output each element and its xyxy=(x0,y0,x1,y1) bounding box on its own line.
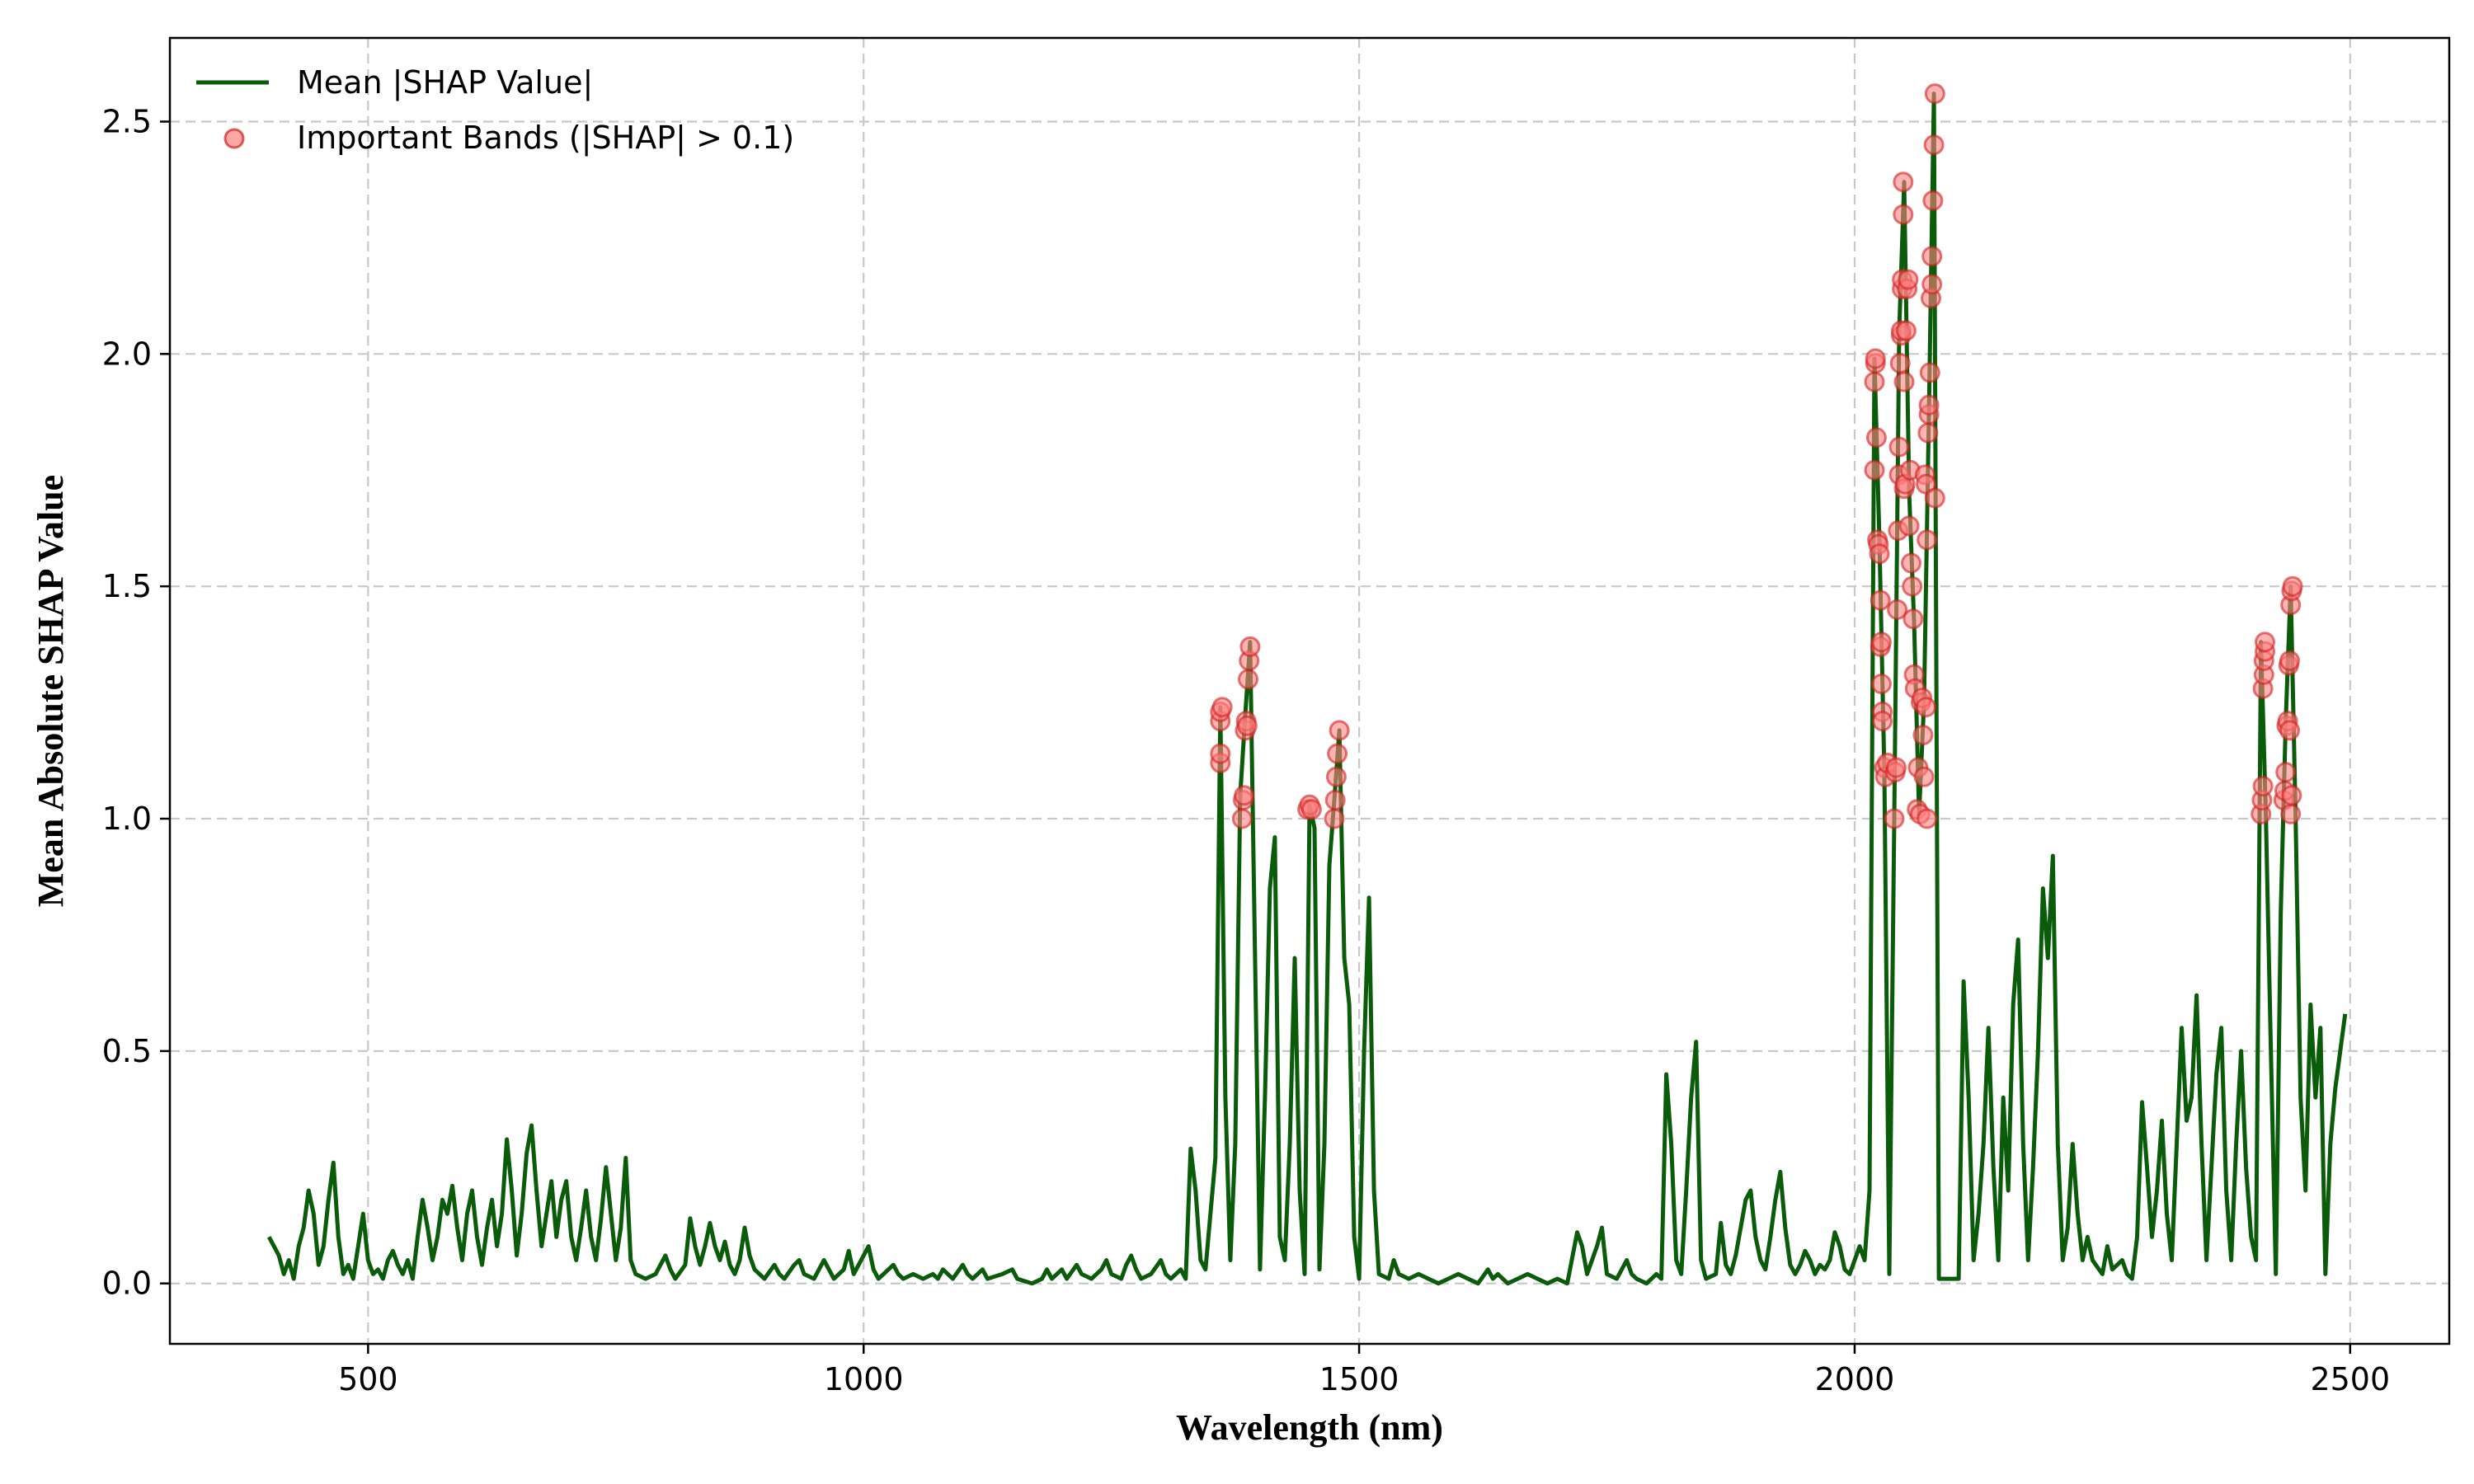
x-tick-label: 500 xyxy=(338,1361,398,1397)
important-band-point xyxy=(1923,134,1945,156)
y-tick-label: 0.0 xyxy=(102,1266,152,1302)
y-axis-label: Mean Absolute SHAP Value xyxy=(31,475,71,907)
important-band-point xyxy=(1895,320,1917,341)
important-band-point xyxy=(1884,808,1905,829)
x-tick-label: 2000 xyxy=(1815,1361,1895,1397)
important-band-point xyxy=(1921,274,1943,295)
x-axis-ticks: 500 1000 1500 2000 2500 xyxy=(338,1344,2390,1397)
legend-entry-scatter: Important Bands (|SHAP| > 0.1) xyxy=(297,120,794,157)
important-band-point xyxy=(1236,715,1258,736)
important-band-point xyxy=(1872,711,1893,732)
important-band-point xyxy=(1893,371,1915,392)
legend-entry-line: Mean |SHAP Value| xyxy=(297,64,593,101)
axes-frame xyxy=(168,36,2451,1345)
important-band-point xyxy=(1327,743,1348,764)
important-band-point xyxy=(2281,785,2302,806)
important-band-point xyxy=(1870,589,1891,611)
legend-marker-swatch xyxy=(223,128,245,149)
important-band-point xyxy=(1922,190,1944,211)
important-band-point xyxy=(1864,371,1885,392)
plot-area xyxy=(266,83,2348,1286)
important-band-point xyxy=(2275,762,2297,783)
series-line-mean-shap xyxy=(266,92,2348,1286)
grid-lines xyxy=(170,38,2449,1344)
y-tick-label: 1.0 xyxy=(102,801,152,837)
important-band-point xyxy=(1916,697,1936,718)
important-band-point xyxy=(1231,808,1253,829)
important-band-point xyxy=(1211,697,1233,718)
y-tick-label: 2.0 xyxy=(102,336,152,372)
important-band-point xyxy=(1324,808,1345,829)
important-band-point xyxy=(1912,725,1934,746)
important-band-point xyxy=(2279,720,2300,741)
important-band-point xyxy=(1898,269,1919,290)
important-band-point xyxy=(1210,743,1231,764)
important-band-point xyxy=(2279,650,2300,671)
important-band-point xyxy=(1865,427,1887,448)
important-band-point xyxy=(1239,636,1261,657)
y-axis-ticks: 0.0 0.5 1.0 1.5 2.0 2.5 xyxy=(102,103,170,1302)
important-band-point xyxy=(1893,204,1914,225)
x-tick-label: 1500 xyxy=(1319,1361,1399,1397)
important-band-point xyxy=(1924,83,1945,105)
y-tick-label: 2.5 xyxy=(102,103,152,139)
important-band-point xyxy=(1864,459,1885,481)
x-tick-label: 1000 xyxy=(824,1361,904,1397)
important-band-point xyxy=(1870,674,1892,694)
important-band-point xyxy=(2280,803,2302,824)
important-band-point xyxy=(1885,757,1907,778)
important-band-point xyxy=(2252,776,2274,797)
important-band-point xyxy=(1903,608,1924,630)
important-band-point xyxy=(1887,599,1908,620)
important-band-point xyxy=(1917,808,1938,829)
important-band-point xyxy=(1324,790,1346,810)
important-band-point xyxy=(1870,632,1892,653)
important-band-point xyxy=(1238,669,1258,690)
important-band-point xyxy=(1901,552,1921,574)
x-tick-label: 2500 xyxy=(2310,1361,2390,1397)
important-band-point xyxy=(1865,348,1886,369)
important-band-point xyxy=(1924,487,1945,509)
important-band-point xyxy=(1869,543,1890,565)
important-band-point xyxy=(2255,632,2275,653)
important-band-point xyxy=(1913,766,1935,787)
important-band-point xyxy=(1893,171,1914,193)
important-band-point xyxy=(1300,799,1322,820)
important-band-point xyxy=(2282,575,2303,597)
y-tick-label: 1.5 xyxy=(102,568,152,604)
important-band-point xyxy=(1329,720,1350,741)
important-band-point xyxy=(1898,515,1920,537)
important-band-point xyxy=(1918,394,1940,416)
important-band-point xyxy=(1921,246,1943,267)
x-axis-label: Wavelength (nm) xyxy=(1176,1407,1443,1448)
legend: Mean |SHAP Value| Important Bands (|SHAP… xyxy=(196,64,794,157)
y-tick-label: 0.5 xyxy=(102,1033,152,1069)
important-band-point xyxy=(1234,785,1255,806)
important-band-point xyxy=(1917,529,1938,551)
important-band-point xyxy=(1325,766,1347,787)
important-band-point xyxy=(1917,422,1939,444)
important-band-point xyxy=(1888,436,1910,458)
important-band-point xyxy=(1919,362,1940,383)
important-band-point xyxy=(1889,353,1911,374)
important-band-point xyxy=(1902,575,1923,597)
